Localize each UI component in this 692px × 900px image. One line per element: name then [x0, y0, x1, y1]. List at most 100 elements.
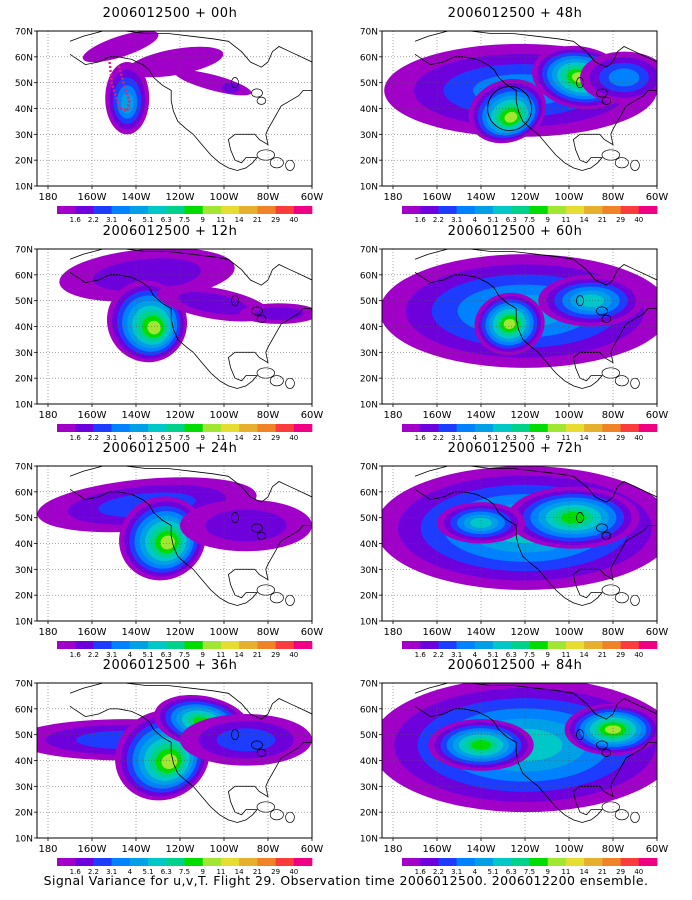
colorbar-label: 6.3: [161, 216, 172, 224]
panel-72h: 2006012500 + 72h 70N 60N 50N 40N 30N 20N 10N 18…: [350, 441, 680, 659]
colorbar-label: 4: [473, 651, 478, 659]
lon-tick-label: 60W: [301, 410, 324, 421]
panel-84h: 2006012500 + 84h 70N 60N 50N 40N 30N 20N 10N 18…: [350, 658, 680, 876]
lat-tick-label: 10N: [360, 835, 378, 845]
lat-tick-label: 10N: [15, 401, 33, 411]
lon-tick-label: 100W: [555, 410, 584, 421]
lat-tick-label: 60N: [360, 53, 378, 63]
colorbar-swatch: [547, 641, 567, 649]
variance-contour: [470, 517, 492, 528]
colorbar-label: 14: [235, 868, 244, 876]
lon-tick-label: 60W: [301, 192, 324, 203]
island-outline: [614, 809, 629, 821]
coastline: [414, 271, 657, 389]
lon-tick-label: 140W: [467, 627, 496, 638]
coastline: [69, 705, 312, 823]
colorbar-swatch: [75, 641, 94, 649]
colorbar-swatch: [184, 858, 204, 866]
lon-tick-label: 100W: [210, 410, 239, 421]
colorbar-swatch: [620, 641, 640, 649]
variance-map: 70N 60N 50N 40N 30N 20N 10N 180 160W 140W 120W 100W…: [15, 463, 324, 660]
lat-tick-label: 20N: [15, 592, 33, 602]
colorbar-swatch: [202, 206, 222, 214]
lon-tick-label: 80W: [257, 844, 280, 855]
colorbar-label: 21: [598, 868, 607, 876]
lat-tick-label: 60N: [15, 705, 33, 715]
variance-contour: [504, 111, 518, 123]
colorbar-label: 3.1: [451, 434, 462, 442]
lat-tick-label: 60N: [15, 488, 33, 498]
colorbar-label: 7.5: [179, 216, 190, 224]
variance-field: [384, 31, 657, 171]
colorbar-label: 29: [616, 434, 625, 442]
colorbar-swatch: [257, 641, 276, 649]
lon-tick-label: 80W: [257, 410, 280, 421]
colorbar-swatch: [129, 206, 149, 214]
coastline: [414, 249, 657, 286]
colorbar-label: 2.2: [433, 868, 444, 876]
island-outline: [251, 88, 263, 98]
colorbar-label: 7.5: [524, 651, 535, 659]
colorbar-label: 3.1: [451, 216, 462, 224]
lat-tick-label: 40N: [360, 323, 378, 333]
colorbar-label: 7.5: [524, 216, 535, 224]
colorbar-swatch: [565, 858, 585, 866]
colorbar-swatch: [57, 641, 76, 649]
island-outline: [601, 748, 612, 757]
lon-tick-label: 120W: [166, 410, 195, 421]
lon-tick-label: 160W: [423, 844, 452, 855]
colorbar-swatch: [257, 424, 276, 432]
lon-tick-label: 80W: [602, 410, 625, 421]
colorbar-swatch: [257, 206, 276, 214]
lon-tick-label: 100W: [210, 844, 239, 855]
colorbar-label: 1.6: [70, 216, 82, 224]
colorbar-label: 6.3: [506, 868, 517, 876]
coastline: [69, 466, 312, 503]
colorbar-label: 29: [616, 216, 625, 224]
colorbar-label: 14: [235, 434, 244, 442]
colorbar-label: 14: [580, 868, 589, 876]
lat-tick-label: 20N: [360, 809, 378, 819]
lon-tick-label: 180: [38, 192, 57, 203]
colorbar-label: 5.1: [143, 216, 154, 224]
variance-contour: [97, 36, 144, 57]
colorbar-label: 1.6: [70, 868, 82, 876]
panel-title: 2006012500 + 00h: [102, 6, 238, 21]
variance-contour: [205, 509, 287, 542]
colorbar-swatch: [93, 206, 112, 214]
colorbar-label: 4: [128, 434, 133, 442]
lat-tick-label: 20N: [15, 157, 33, 167]
coastline: [69, 31, 312, 68]
lon-tick-label: 60W: [646, 627, 669, 638]
lat-tick-label: 70N: [15, 28, 33, 38]
colorbar-swatch: [93, 858, 112, 866]
lat-tick-label: 20N: [360, 157, 378, 167]
colorbar-swatch: [529, 424, 549, 432]
lon-tick-label: 120W: [511, 844, 540, 855]
island-outline: [614, 592, 629, 604]
colorbar-label: 6.3: [506, 651, 517, 659]
variance-contour: [254, 307, 304, 320]
colorbar-label: 7.5: [179, 434, 190, 442]
island-outline: [596, 306, 608, 316]
colorbar-label: 11: [561, 434, 570, 442]
colorbar-label: 21: [253, 434, 262, 442]
colorbar-label: 4: [128, 216, 133, 224]
colorbar-label: 7.5: [524, 868, 535, 876]
colorbar-label: 3.1: [451, 651, 462, 659]
lat-tick-label: 40N: [15, 540, 33, 550]
colorbar-swatch: [184, 641, 204, 649]
lon-tick-label: 160W: [78, 844, 107, 855]
panel-12h: 2006012500 + 12h 70N 60N 50N 40N 30N 20N 10N 18…: [5, 224, 335, 442]
colorbar-swatch: [493, 206, 512, 214]
colorbar-label: 21: [253, 868, 262, 876]
colorbar-swatch: [220, 641, 240, 649]
colorbar-swatch: [220, 206, 240, 214]
colorbar-label: 6.3: [506, 216, 517, 224]
colorbar-swatch: [638, 424, 658, 432]
lat-tick-label: 30N: [360, 131, 378, 141]
coastline: [414, 705, 657, 823]
colorbar-swatch: [293, 858, 313, 866]
lat-tick-label: 10N: [15, 835, 33, 845]
variance-field: [382, 683, 657, 823]
